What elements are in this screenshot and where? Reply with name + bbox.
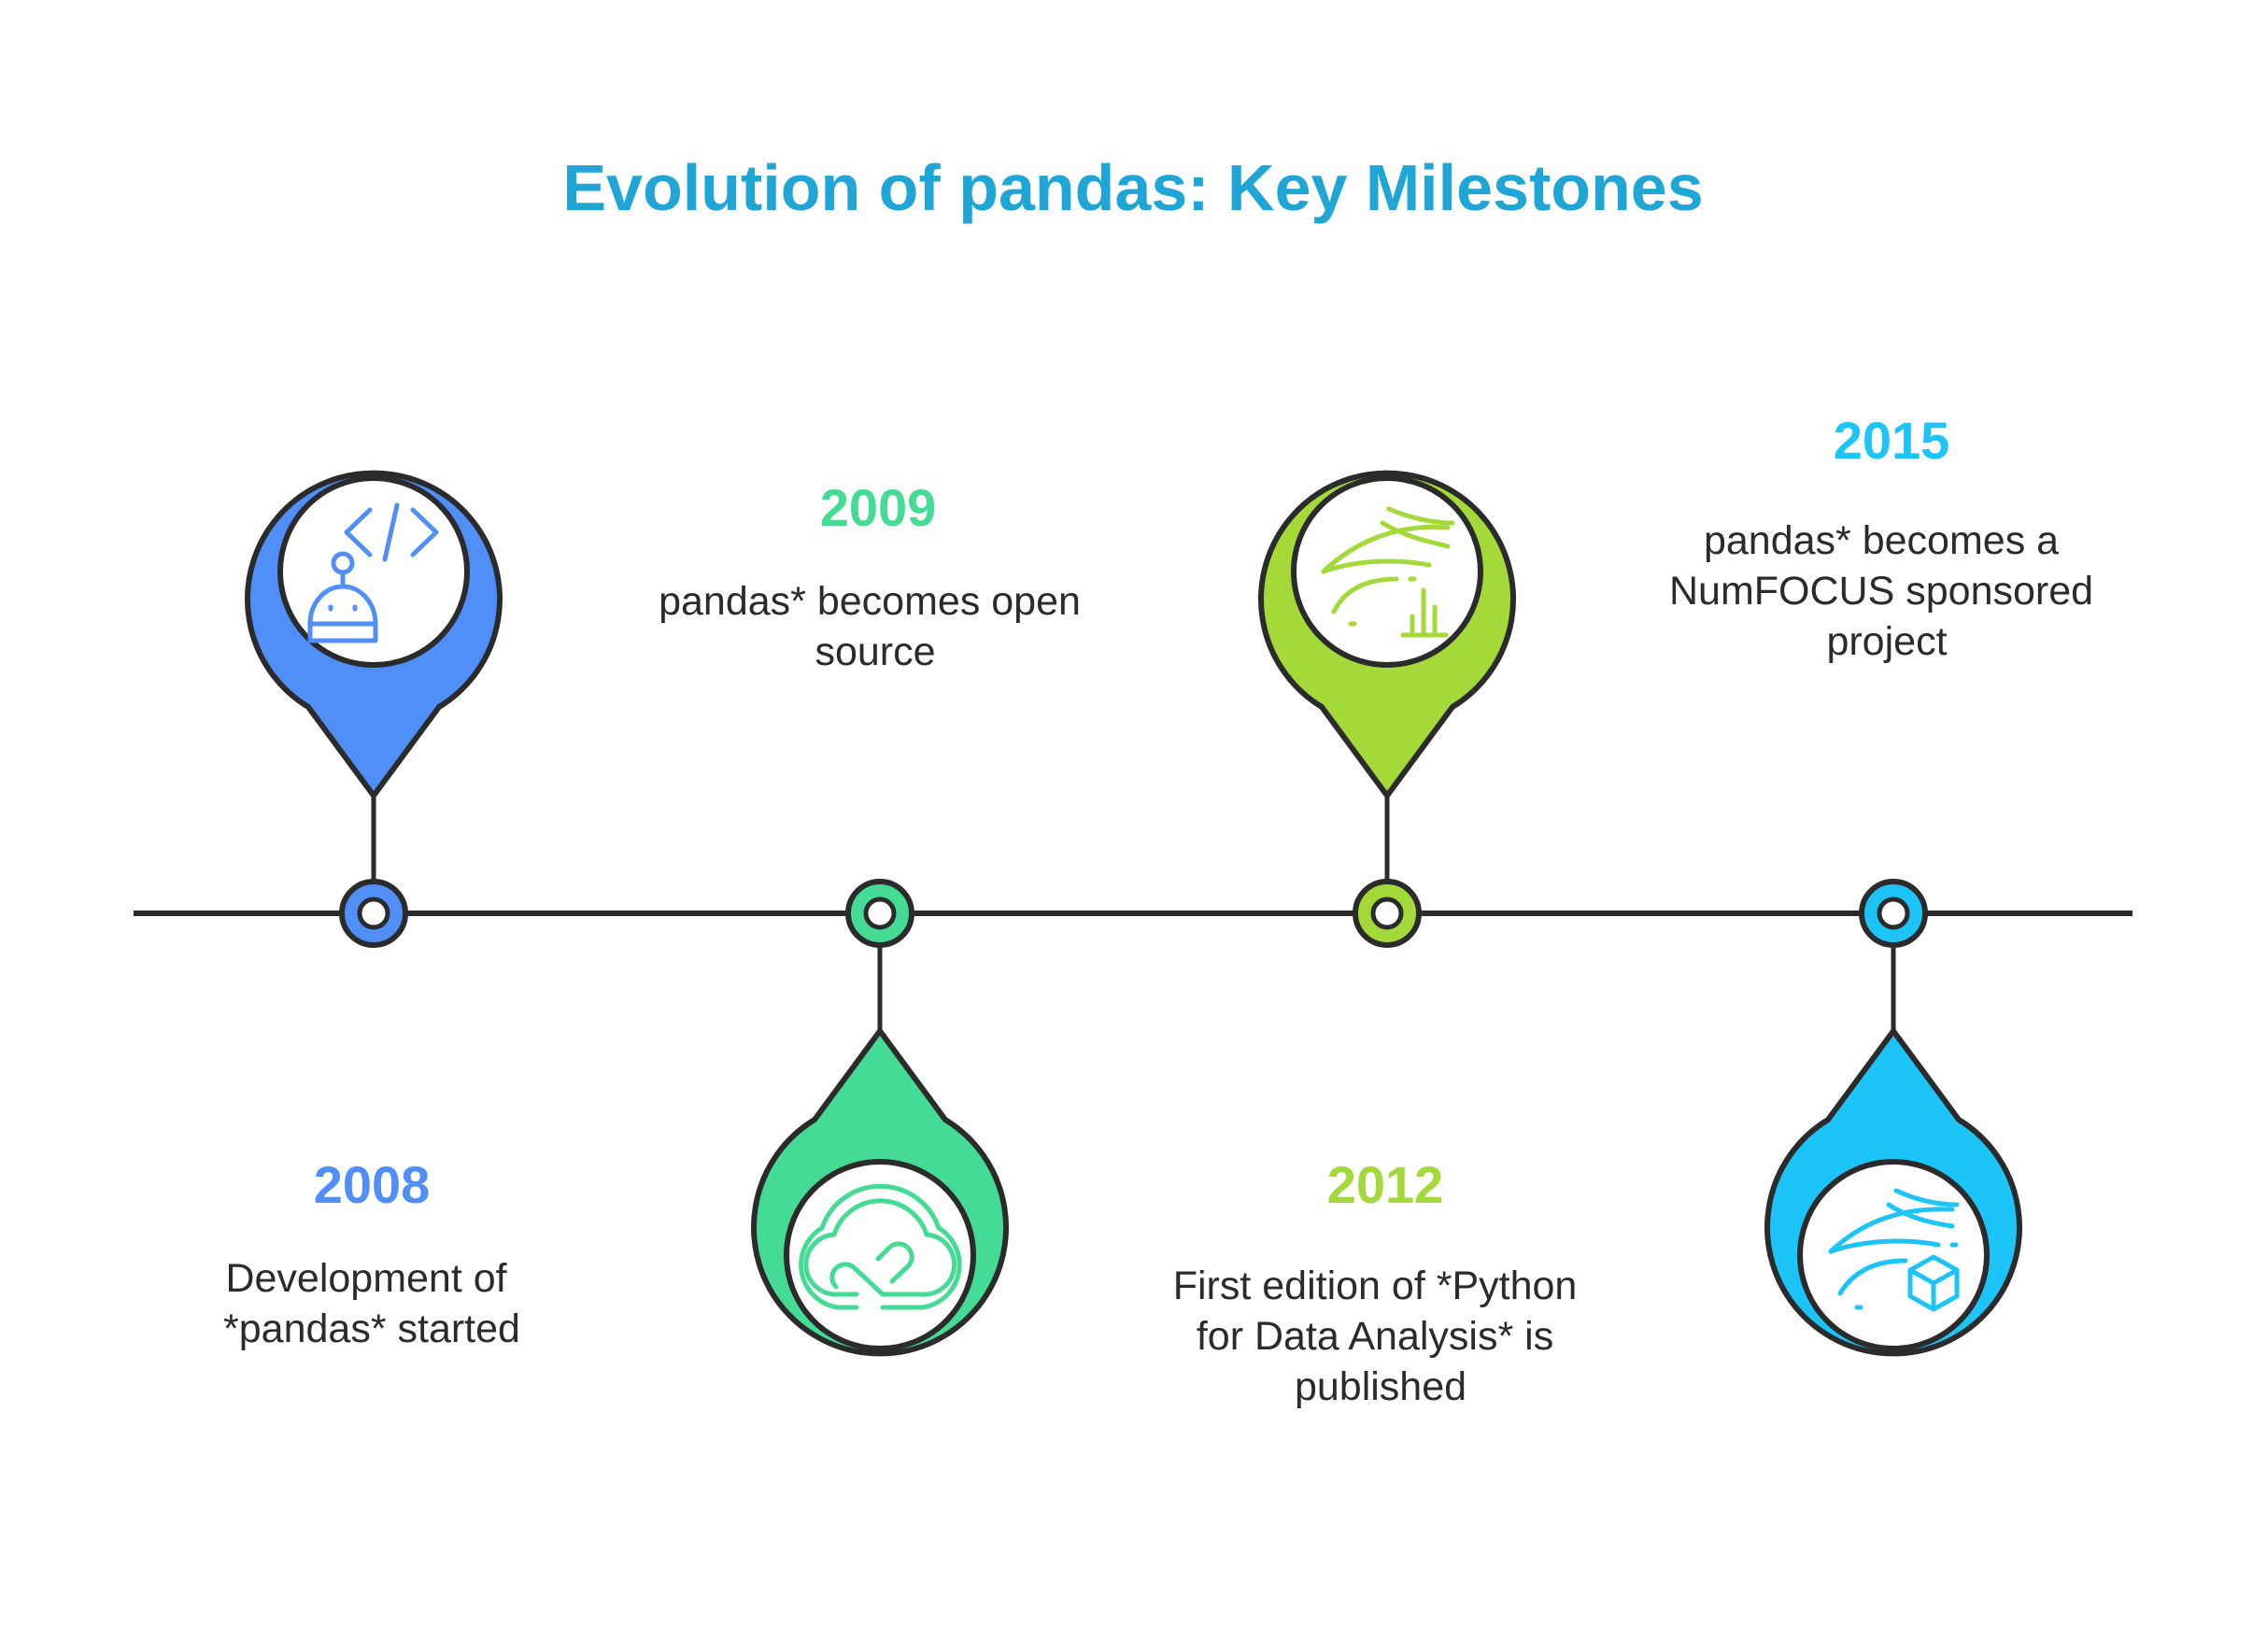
milestone-2015: 2015 pandas* becomes a NumFOCUS sponsore… [1669, 411, 2104, 1357]
milestone-year: 2012 [1327, 1155, 1444, 1214]
timeline-node-center [863, 897, 897, 930]
description-line: project [1826, 619, 1947, 664]
milestone-description: First edition of *Python for Data Analys… [1173, 1264, 1589, 1409]
milestone-year: 2008 [314, 1155, 431, 1214]
milestone-year: 2015 [1834, 411, 1950, 470]
description-line: *pandas* started [223, 1306, 520, 1351]
description-line: Development of [225, 1256, 507, 1301]
milestone-year: 2009 [820, 478, 937, 537]
cloud-icon [799, 1183, 962, 1310]
milestone-description: Development of *pandas* started [223, 1256, 520, 1351]
milestone-2008: 2008 Development of *pandas* started [223, 470, 520, 1351]
description-line: NumFOCUS sponsored [1669, 569, 2093, 614]
description-line: for Data Analysis* is [1197, 1314, 1553, 1359]
milestone-2009: 2009 pandas* becomes open source [659, 478, 1092, 1357]
description-line: source [815, 629, 935, 674]
code-robot-icon [307, 502, 439, 643]
description-line: First edition of *Python [1173, 1264, 1578, 1308]
timeline-node-center [1877, 897, 1910, 930]
icon-circle [277, 475, 470, 668]
timeline-node-center [357, 897, 390, 930]
milestone-description: pandas* becomes a NumFOCUS sponsored pro… [1669, 518, 2104, 664]
data-flow-chart-icon [1321, 506, 1455, 638]
milestone-2012: 2012 First edition of *Python for Data A… [1173, 470, 1589, 1409]
timeline-node-center [1370, 897, 1404, 930]
description-line: published [1295, 1364, 1467, 1409]
description-line: pandas* becomes a [1704, 518, 2059, 563]
icon-circle [1797, 1159, 1990, 1351]
description-line: pandas* becomes open [659, 579, 1081, 624]
page-title: Evolution of pandas: Key Milestones [562, 151, 1703, 224]
milestone-description: pandas* becomes open source [659, 579, 1092, 674]
data-flow-cube-icon [1828, 1188, 1960, 1312]
